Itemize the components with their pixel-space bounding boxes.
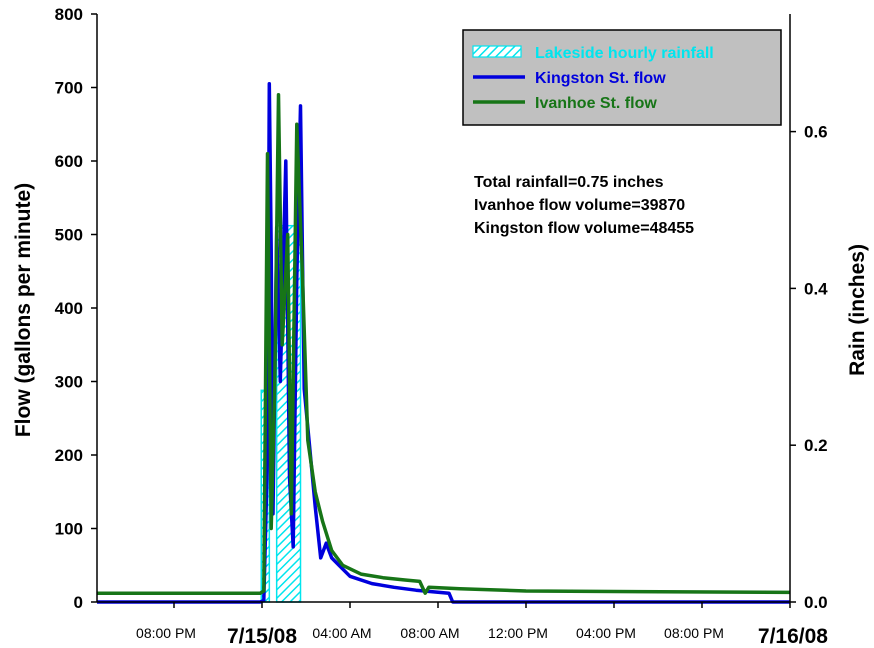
legend-entry-label: Kingston St. flow	[535, 70, 666, 87]
ivanhoe-flow-line	[97, 93, 791, 595]
y-tick-label: 500	[55, 226, 83, 245]
y2-tick-label: 0.4	[804, 279, 828, 298]
y-tick-label: 300	[55, 373, 83, 392]
x-tick-label: 08:00 PM	[136, 625, 196, 641]
y-tick-label: 100	[55, 520, 83, 539]
axes	[91, 13, 796, 608]
y2-tick-label: 0.2	[804, 436, 828, 455]
y-tick-label: 400	[55, 299, 83, 318]
annotation-ivanhoe-volume: Ivanhoe flow volume=39870	[474, 197, 685, 214]
x-tick-label: 08:00 PM	[664, 625, 724, 641]
y2-tick-label: 0.0	[804, 593, 828, 612]
annotation-total-rainfall: Total rainfall=0.75 inches	[474, 174, 664, 191]
legend-entry-label: Ivanhoe St. flow	[535, 95, 657, 112]
x-tick-labels: 08:00 PM 7/15/08 04:00 AM 08:00 AM 12:00 PM 0…	[136, 625, 828, 648]
kingston-flow-line	[97, 82, 790, 604]
x-tick-label: 04:00 AM	[312, 625, 371, 641]
flow-lines	[97, 82, 791, 604]
x-date-label: 7/15/08	[227, 625, 297, 648]
x-tick-label: 12:00 PM	[488, 625, 548, 641]
legend: Lakeside hourly rainfall Kingston St. flo…	[462, 29, 782, 126]
y2-tick-label: 0.6	[804, 123, 828, 142]
x-date-label: 7/16/08	[758, 625, 828, 648]
x-tick-label: 04:00 PM	[576, 625, 636, 641]
legend-rainfall-swatch	[472, 45, 522, 58]
annotation-kingston-volume: Kingston flow volume=48455	[474, 220, 694, 237]
y2-tick-labels: 0.0 0.2 0.4 0.6	[804, 123, 828, 612]
y-axis-title: Flow (gallons per minute)	[12, 183, 35, 437]
y-tick-label: 0	[74, 593, 83, 612]
y-tick-label: 700	[55, 79, 83, 98]
y-tick-label: 600	[55, 152, 83, 171]
y2-axis-title: Rain (inches)	[846, 244, 869, 376]
x-tick-label: 08:00 AM	[400, 625, 459, 641]
y-tick-labels: 0 100 200 300 400 500 600 700 800	[55, 5, 83, 612]
y-tick-label: 800	[55, 5, 83, 24]
legend-entry-label: Lakeside hourly rainfall	[535, 45, 714, 62]
y-tick-label: 200	[55, 446, 83, 465]
